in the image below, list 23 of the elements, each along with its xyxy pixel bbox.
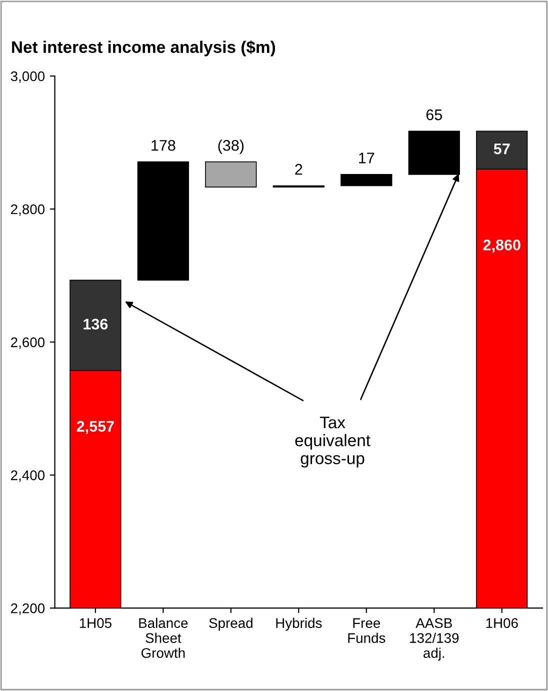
x-tick-label: Balance Sheet Growth [139,618,188,658]
annotation: Tax equivalent gross-up [295,416,370,468]
y-tick-label: 2,800 [11,204,45,216]
x-tick-label: AASB 132/139 adj. [410,618,459,661]
y-tick-label: 2,200 [11,603,45,615]
y-tick-label: 2,600 [11,337,45,349]
data-label: 136 [84,318,108,330]
x-tick-label: 1H05 [80,618,112,628]
chart-title: Net interest income analysis ($m) [12,40,276,56]
y-tick-label: 3,000 [10,71,45,83]
y-tick-label: 2,400 [11,470,45,482]
x-tick-label: Hybrids [276,618,322,631]
data-label: 57 [494,144,510,154]
data-label: (38) [218,140,244,154]
x-tick-label: Spread [209,618,252,631]
data-label: 17 [359,152,374,164]
x-tick-label: 1H06 [486,618,518,628]
x-tick-label: Free Funds [348,618,386,643]
data-label: 2,557 [76,420,114,434]
data-label: 2,860 [483,240,520,253]
data-label: 178 [152,140,176,151]
data-label: 65 [426,109,442,120]
data-label: 2 [295,164,302,175]
